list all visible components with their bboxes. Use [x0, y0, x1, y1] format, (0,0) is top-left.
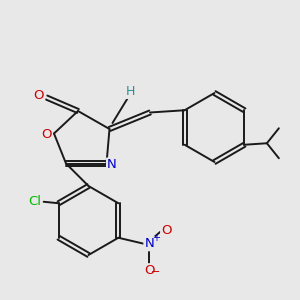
Text: N: N [144, 237, 154, 250]
Text: H: H [126, 85, 135, 98]
Text: O: O [144, 264, 154, 277]
Text: −: − [151, 267, 160, 277]
Text: Cl: Cl [28, 195, 41, 208]
Text: O: O [34, 89, 44, 103]
Text: N: N [107, 158, 117, 172]
Text: O: O [41, 128, 52, 142]
Text: O: O [161, 224, 172, 237]
Text: +: + [152, 233, 160, 243]
